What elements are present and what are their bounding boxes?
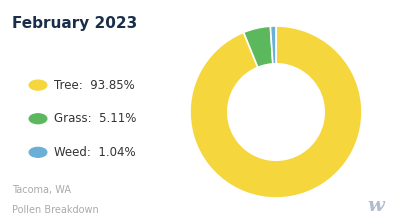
Circle shape bbox=[29, 114, 47, 124]
Circle shape bbox=[29, 80, 47, 90]
Wedge shape bbox=[244, 26, 273, 67]
Text: Weed:  1.04%: Weed: 1.04% bbox=[54, 146, 136, 159]
Text: Pollen Breakdown: Pollen Breakdown bbox=[12, 205, 99, 215]
Circle shape bbox=[29, 147, 47, 157]
Text: w: w bbox=[367, 197, 384, 215]
Text: Tree:  93.85%: Tree: 93.85% bbox=[54, 79, 135, 92]
Wedge shape bbox=[270, 26, 276, 64]
Wedge shape bbox=[190, 26, 362, 198]
Text: Grass:  5.11%: Grass: 5.11% bbox=[54, 112, 136, 125]
Text: February 2023: February 2023 bbox=[12, 16, 137, 31]
Text: Tacoma, WA: Tacoma, WA bbox=[12, 185, 71, 195]
